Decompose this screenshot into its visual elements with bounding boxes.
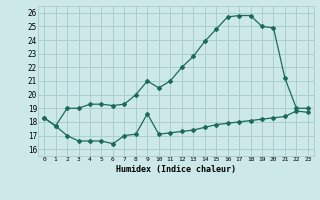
X-axis label: Humidex (Indice chaleur): Humidex (Indice chaleur) [116, 165, 236, 174]
